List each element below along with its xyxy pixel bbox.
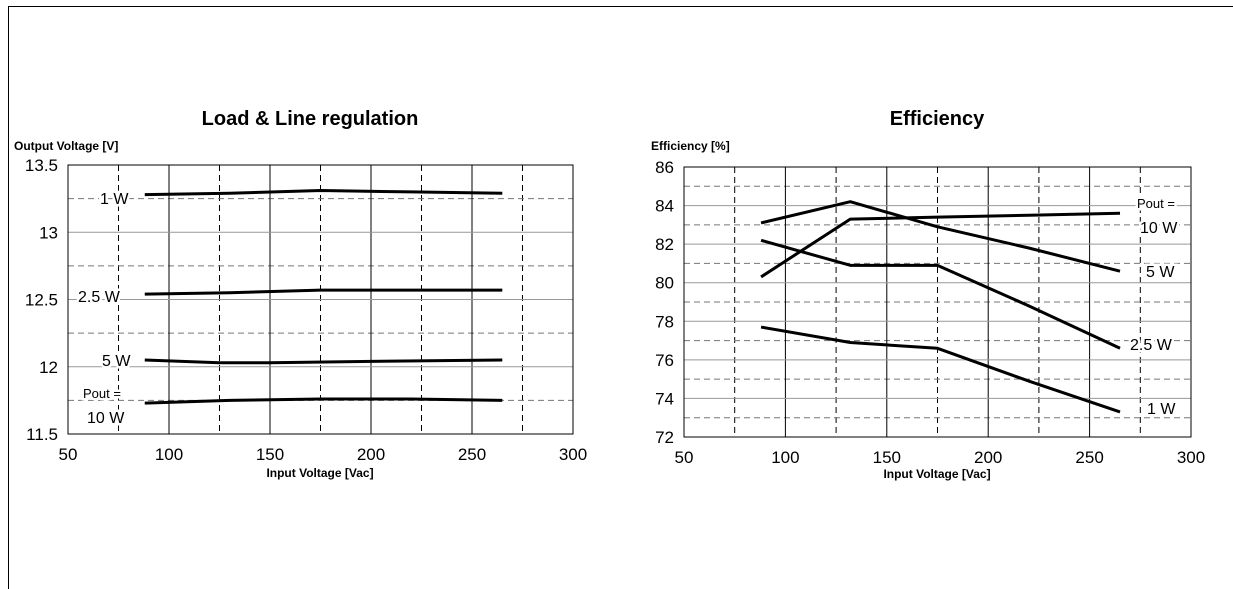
series-label: 10 W bbox=[1140, 220, 1178, 237]
x-tick-label: 250 bbox=[458, 445, 486, 464]
y-tick-label: 76 bbox=[655, 351, 674, 370]
x-tick-label: 100 bbox=[771, 448, 799, 467]
series-line bbox=[760, 200, 1121, 273]
efficiency-svg: Efficiency Efficiency [%] Input Voltage [V… bbox=[651, 108, 1205, 481]
x-tick-label: 200 bbox=[357, 445, 385, 464]
x-tick-label: 50 bbox=[59, 445, 78, 464]
series-label: 5 W bbox=[102, 353, 131, 370]
series-line bbox=[144, 189, 503, 197]
series-label: 2.5 W bbox=[1130, 337, 1173, 354]
series-line bbox=[144, 288, 503, 296]
y-tick-label: 82 bbox=[655, 235, 674, 254]
series-line bbox=[760, 238, 1121, 350]
x-tick-label: 100 bbox=[155, 445, 183, 464]
series-label: 1 W bbox=[100, 191, 129, 208]
x-tick-label: 200 bbox=[974, 448, 1002, 467]
series-label: Pout = bbox=[83, 386, 121, 401]
series-line bbox=[760, 325, 1121, 414]
x-axis-title: Input Voltage [Vac] bbox=[266, 466, 373, 480]
series-line bbox=[760, 211, 1121, 279]
y-tick-label: 84 bbox=[655, 197, 674, 216]
x-tick-label: 300 bbox=[1177, 448, 1205, 467]
plot-border bbox=[67, 164, 574, 435]
x-tick-label: 300 bbox=[559, 445, 587, 464]
series-line bbox=[144, 397, 503, 405]
y-axis-title: Output Voltage [V] bbox=[14, 139, 118, 153]
load-line-regulation-chart: Load & Line regulation Output Voltage [V]… bbox=[0, 0, 610, 505]
figure-frame bbox=[8, 6, 1233, 589]
series-label: Pout = bbox=[1137, 196, 1175, 211]
efficiency-chart: Efficiency Efficiency [%] Input Voltage [V… bbox=[617, 0, 1233, 505]
x-tick-label: 250 bbox=[1075, 448, 1103, 467]
series-line bbox=[144, 358, 503, 365]
chart-title: Efficiency bbox=[890, 108, 985, 130]
series-label: 10 W bbox=[87, 410, 125, 427]
y-tick-label: 72 bbox=[655, 428, 674, 447]
series-label: 5 W bbox=[1146, 264, 1175, 281]
load-line-regulation-svg: Load & Line regulation Output Voltage [V]… bbox=[14, 108, 587, 480]
x-tick-label: 150 bbox=[256, 445, 284, 464]
y-tick-label: 12.5 bbox=[25, 291, 58, 310]
y-tick-label: 78 bbox=[655, 312, 674, 331]
plot-border bbox=[683, 166, 1192, 438]
y-tick-label: 74 bbox=[655, 389, 674, 408]
y-axis-title: Efficiency [%] bbox=[651, 139, 730, 153]
y-tick-label: 13 bbox=[39, 223, 58, 242]
y-tick-label: 11.5 bbox=[26, 425, 58, 444]
series-label: 1 W bbox=[1147, 401, 1176, 418]
chart-title: Load & Line regulation bbox=[202, 108, 419, 130]
y-tick-label: 86 bbox=[655, 158, 674, 177]
y-tick-label: 13.5 bbox=[25, 156, 58, 175]
x-tick-label: 50 bbox=[675, 448, 694, 467]
x-axis-title: Input Voltage [Vac] bbox=[883, 467, 990, 481]
y-tick-label: 80 bbox=[655, 274, 674, 293]
series-label: 2.5 W bbox=[78, 289, 121, 306]
y-tick-label: 12 bbox=[39, 358, 58, 377]
x-tick-label: 150 bbox=[873, 448, 901, 467]
